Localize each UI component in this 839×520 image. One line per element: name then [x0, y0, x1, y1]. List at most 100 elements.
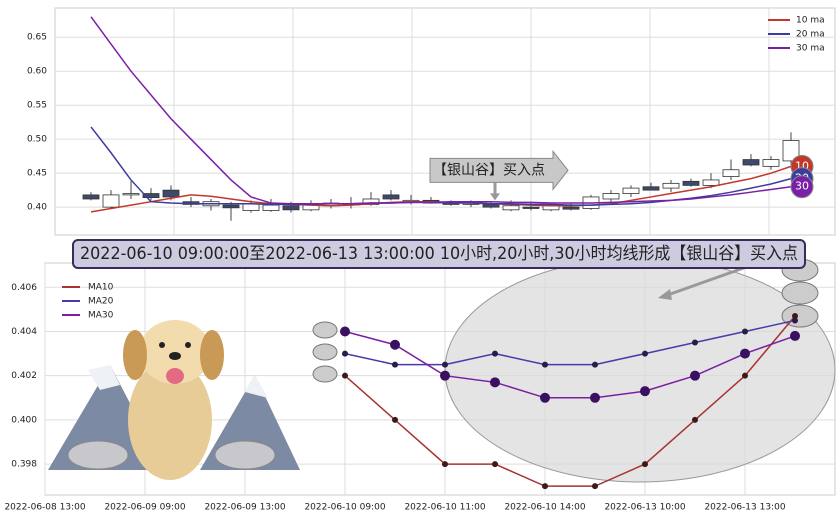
candle-body — [562, 206, 580, 210]
point — [792, 317, 798, 324]
candle-body — [382, 194, 400, 200]
banner-text: 2022-06-10 09:00:00至2022-06-13 13:00:00 … — [80, 244, 798, 264]
legend-label: 10 ma — [796, 16, 825, 26]
annotation-box — [429, 149, 569, 191]
legend-label: 30 ma — [796, 44, 825, 54]
ingot-icon — [781, 281, 819, 305]
point — [792, 313, 798, 320]
y-tick-label: 0.400 — [11, 415, 37, 425]
point — [590, 392, 600, 403]
candle-body — [742, 159, 760, 166]
series-line — [344, 315, 796, 487]
point — [340, 326, 350, 337]
legend-label: MA10 — [88, 283, 114, 293]
candle-body — [142, 193, 160, 199]
candle-body — [722, 169, 740, 177]
top-plot — [54, 7, 836, 236]
candle-body — [162, 189, 180, 198]
ingot-icon — [781, 304, 819, 328]
annotation-text: 【银山谷】买入点 — [433, 162, 545, 178]
x-tick-label: 2022-06-09 13:00 — [204, 503, 285, 513]
point — [442, 361, 448, 368]
x-tick-label: 2022-06-13 13:00 — [704, 503, 785, 513]
x-tick-label: 2022-06-10 11:00 — [404, 503, 485, 513]
candle-body — [282, 205, 300, 211]
candle-body — [102, 194, 120, 208]
point — [592, 361, 598, 368]
y-tick-label: 0.65 — [27, 33, 47, 43]
candle-body — [662, 182, 680, 189]
candle-body — [682, 180, 700, 186]
point — [490, 377, 500, 388]
point — [492, 461, 498, 468]
legend-label: MA20 — [88, 297, 114, 307]
pointer-head — [658, 289, 672, 300]
candle-body — [82, 194, 100, 200]
point — [540, 392, 550, 403]
banner-box — [72, 239, 806, 269]
point — [342, 350, 348, 357]
candle-body — [262, 204, 280, 211]
x-tick-label: 2022-06-10 14:00 — [504, 503, 585, 513]
y-tick-label: 0.45 — [27, 169, 47, 179]
candle-body — [762, 159, 780, 167]
candle-body — [482, 204, 500, 208]
candle-body — [782, 140, 800, 162]
ma-line — [90, 16, 792, 205]
point — [390, 339, 400, 350]
candle-body — [602, 193, 620, 200]
point — [342, 372, 348, 379]
point — [492, 350, 498, 357]
point — [642, 350, 648, 357]
series-line — [344, 330, 796, 399]
point — [790, 330, 800, 341]
y-tick-label: 0.55 — [27, 101, 47, 111]
point — [442, 461, 448, 468]
dog-body — [128, 360, 212, 480]
annotation-arrowhead — [490, 193, 500, 201]
point — [392, 361, 398, 368]
point — [642, 461, 648, 468]
dog-nose — [169, 352, 181, 360]
point — [592, 483, 598, 490]
point — [542, 483, 548, 490]
end-badge-label: 30 — [795, 180, 809, 193]
candle-body — [242, 203, 260, 211]
point — [742, 372, 748, 379]
candle-body — [502, 205, 520, 211]
candle-body — [622, 187, 640, 194]
dog-tongue — [166, 368, 184, 384]
legend-label: MA30 — [88, 311, 114, 321]
snow — [88, 365, 120, 390]
x-tick-label: 2022-06-09 09:00 — [104, 503, 185, 513]
series-line — [344, 319, 796, 366]
snow — [245, 375, 268, 398]
candle-body — [522, 206, 540, 209]
candle-body — [222, 204, 240, 209]
dog-ear — [200, 330, 224, 380]
legend-label: 20 ma — [796, 30, 825, 40]
x-tick-label: 2022-06-10 09:00 — [304, 503, 385, 513]
point — [740, 348, 750, 359]
point — [690, 370, 700, 381]
ingot-icon — [312, 343, 338, 361]
candle-body — [642, 186, 660, 191]
highlight-ellipse — [444, 257, 836, 483]
ingot — [214, 440, 276, 470]
y-tick-label: 0.406 — [11, 283, 37, 293]
dog-ear — [123, 330, 147, 380]
point — [392, 416, 398, 423]
point — [542, 361, 548, 368]
y-tick-label: 0.50 — [27, 135, 47, 145]
ingot-icon — [312, 365, 338, 383]
ingot-icon — [312, 321, 338, 339]
y-tick-label: 0.402 — [11, 371, 37, 381]
dog-eye — [159, 342, 165, 348]
y-tick-label: 0.404 — [11, 327, 37, 337]
dog-eye — [185, 342, 191, 348]
point — [742, 328, 748, 335]
y-tick-label: 0.398 — [11, 460, 37, 470]
y-tick-label: 0.40 — [27, 203, 47, 213]
y-tick-label: 0.60 — [27, 67, 47, 77]
